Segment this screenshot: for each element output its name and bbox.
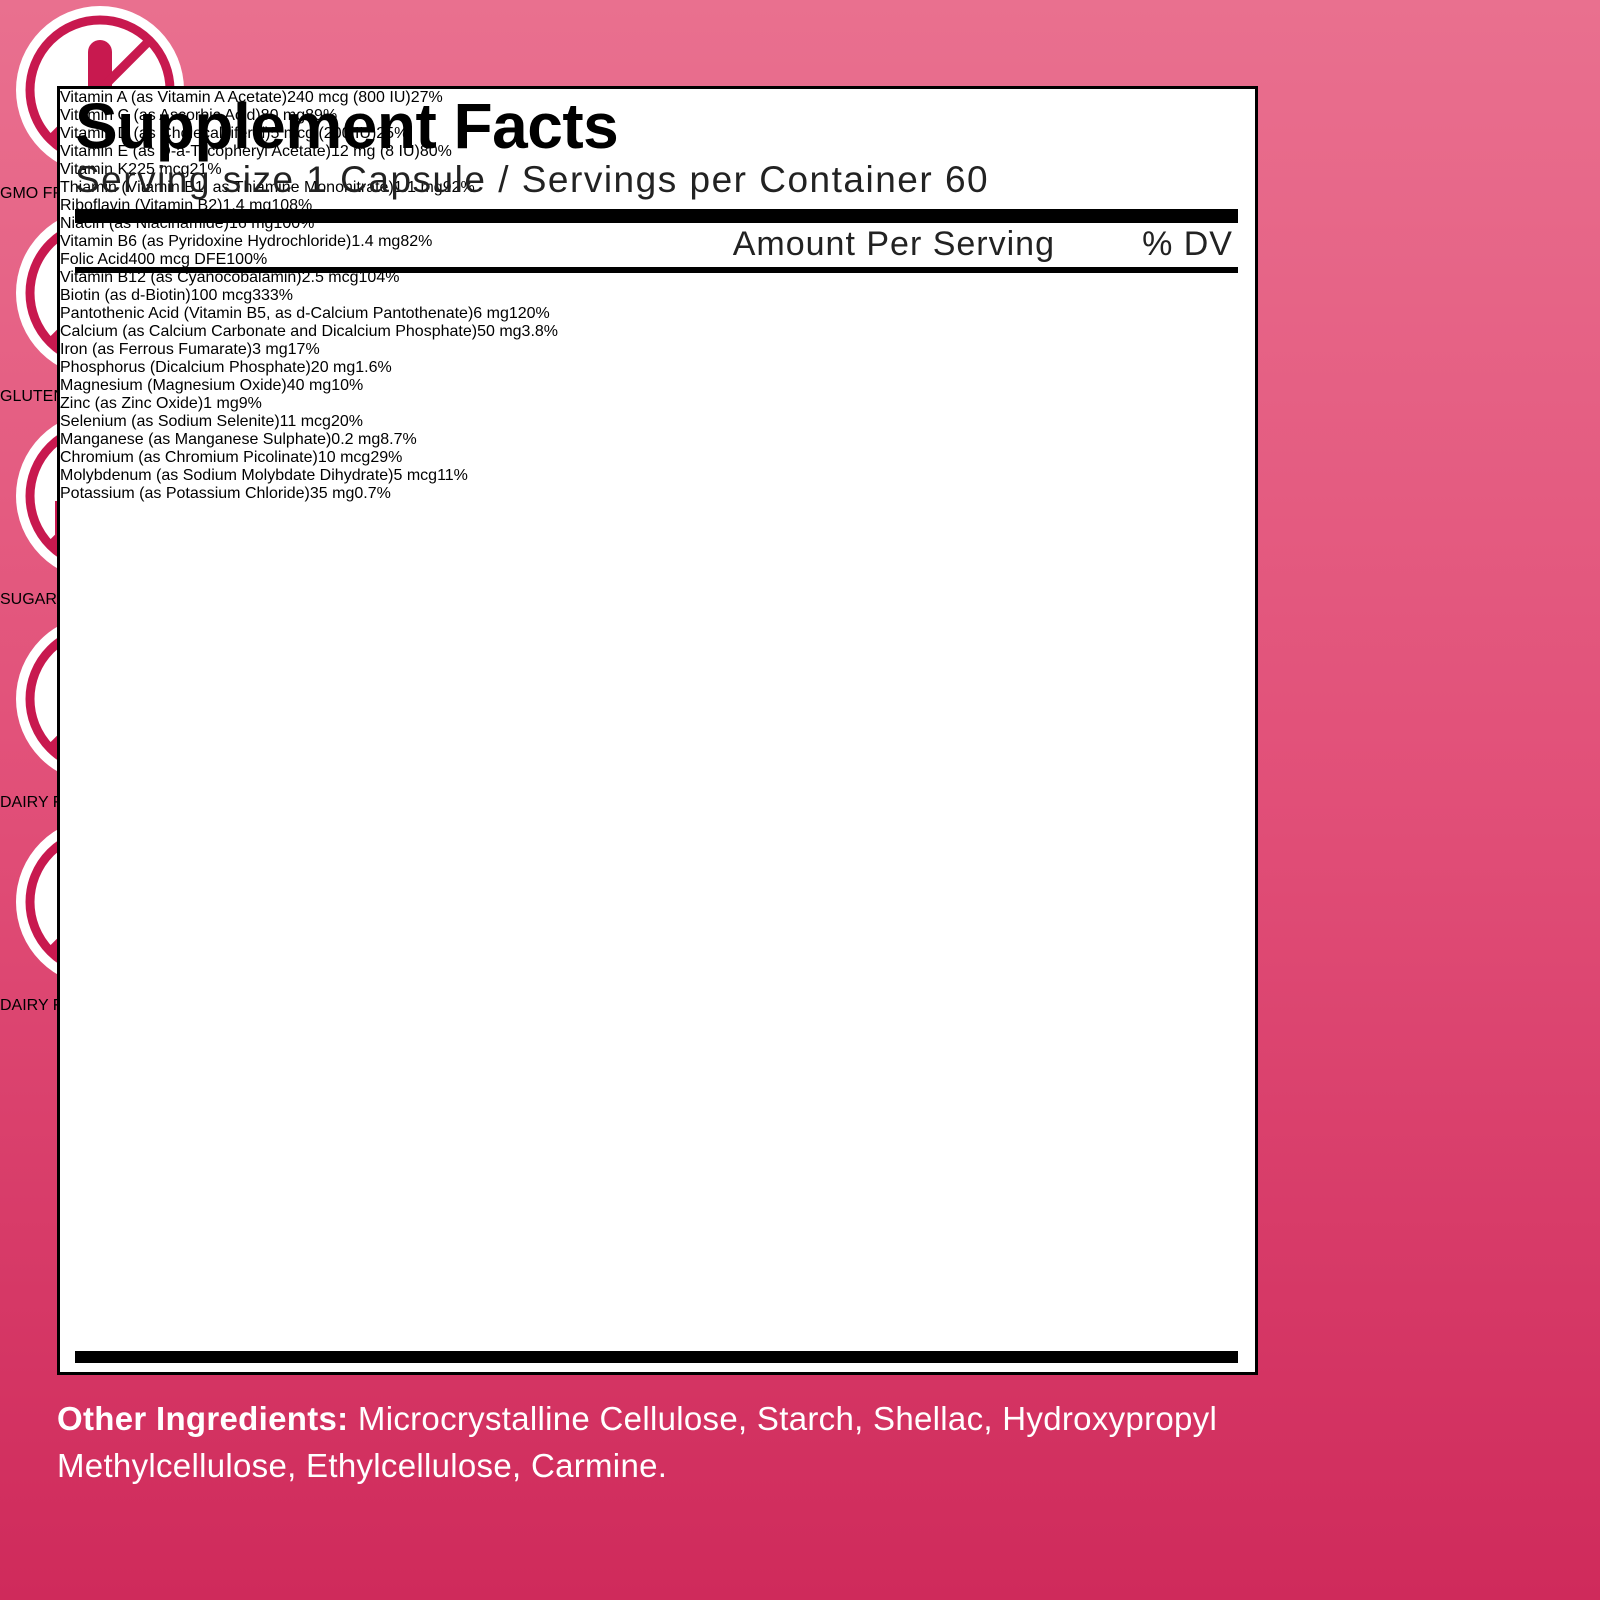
rule bbox=[75, 1351, 1238, 1363]
rule bbox=[75, 209, 1238, 223]
amount: 3 mg bbox=[252, 341, 288, 358]
row: Chromium (as Chromium Picolinate)10 mcg2… bbox=[60, 449, 1255, 467]
amount: 6 mg bbox=[473, 305, 509, 322]
row: Vitamin A (as Vitamin A Acetate)240 mcg … bbox=[60, 89, 1255, 107]
row: Iron (as Ferrous Fumarate)3 mg17% bbox=[60, 341, 1255, 359]
amount: 50 mg bbox=[477, 323, 522, 340]
nutrient: Molybdenum (as Sodium Molybdate Dihydrat… bbox=[60, 467, 394, 484]
nutrient: Calcium (as Calcium Carbonate and Dicalc… bbox=[60, 323, 478, 340]
amount-header: Amount Per Serving bbox=[732, 225, 1055, 263]
daily-value: 120% bbox=[508, 305, 550, 322]
row: Potassium (as Potassium Chloride)35 mg0.… bbox=[60, 485, 1255, 503]
row: Vitamin E (as D-a-Tocopheryl Acetate)12 … bbox=[60, 143, 1255, 161]
nutrient: Manganese (as Manganese Sulphate) bbox=[60, 431, 332, 448]
nutrient: Selenium (as Sodium Selenite) bbox=[60, 413, 280, 430]
amount: 35 mg bbox=[309, 485, 355, 502]
title: Supplement Facts bbox=[75, 90, 619, 162]
nutrient: Vitamin D (as Cholecalciferol) bbox=[60, 125, 271, 142]
nutrient: Vitamin A (as Vitamin A Acetate) bbox=[60, 89, 288, 106]
row: Calcium (as Calcium Carbonate and Dicalc… bbox=[60, 323, 1255, 341]
other-text: Microcrystalline Cellulose, Starch, Shel… bbox=[57, 1400, 1218, 1484]
nutrient: Potassium (as Potassium Chloride) bbox=[60, 485, 310, 502]
amount: 11 mcg bbox=[279, 413, 331, 430]
daily-value: 82% bbox=[400, 233, 433, 250]
amount: 40 mg bbox=[286, 377, 332, 394]
daily-value: 11% bbox=[437, 467, 468, 484]
daily-value: 104% bbox=[358, 269, 400, 286]
row: Manganese (as Manganese Sulphate)0.2 mg8… bbox=[60, 431, 1255, 449]
amount: 5 mcg (200 IU) bbox=[270, 125, 377, 142]
other-label: Other Ingredients: bbox=[57, 1400, 349, 1437]
amount: 20 mg bbox=[310, 359, 356, 376]
nutrient: Vitamin E (as D-a-Tocopheryl Acetate) bbox=[60, 143, 331, 160]
amount: 2.5 mcg bbox=[301, 269, 359, 286]
row: Zinc (as Zinc Oxide)1 mg9% bbox=[60, 395, 1255, 413]
daily-value: 89% bbox=[305, 107, 338, 124]
daily-value: 333% bbox=[252, 287, 294, 304]
daily-value: 3.8% bbox=[521, 323, 559, 340]
amount: 400 mcg DFE bbox=[128, 251, 227, 268]
amount: 12 mg (8 IU) bbox=[330, 143, 420, 160]
nutrient: Biotin (as d-Biotin) bbox=[60, 287, 191, 304]
daily-value: 0.7% bbox=[354, 485, 391, 502]
rows: Vitamin A (as Vitamin A Acetate)240 mcg … bbox=[60, 89, 1255, 503]
nutrient: Thiamin (Vitamin B1, as Thiamine Mononit… bbox=[60, 179, 394, 196]
amount: 80 mg bbox=[260, 107, 306, 124]
amount: 1.1 mg bbox=[393, 179, 443, 196]
amount: 1 mg bbox=[203, 395, 239, 412]
nutrient: Folic Acid bbox=[60, 251, 129, 268]
nutrient: Magnesium (Magnesium Oxide) bbox=[60, 377, 287, 394]
daily-value: 8.7% bbox=[380, 431, 417, 448]
row: Folic Acid400 mcg DFE100% bbox=[60, 251, 1255, 269]
daily-value: 10% bbox=[331, 377, 364, 394]
nutrient: Pantothenic Acid (Vitamin B5, as d-Calci… bbox=[60, 305, 474, 322]
facts-panel: Supplement Facts Serving size 1 Capsule … bbox=[57, 86, 1258, 1375]
nutrient: Vitamin B6 (as Pyridoxine Hydrochloride) bbox=[60, 233, 352, 250]
nutrient: Zinc (as Zinc Oxide) bbox=[60, 395, 204, 412]
nutrient: Phosphorus (Dicalcium Phosphate) bbox=[60, 359, 311, 376]
daily-value: 1.6% bbox=[355, 359, 392, 376]
nutrient: Vitamin B12 (as Cyanocobalamin) bbox=[60, 269, 302, 286]
amount: 10 mcg bbox=[317, 449, 371, 466]
daily-value: 21% bbox=[189, 161, 222, 178]
dv-header: % DV bbox=[1142, 225, 1233, 263]
other-ingredients: Other Ingredients: Microcrystalline Cell… bbox=[57, 1395, 1277, 1489]
row: Magnesium (Magnesium Oxide)40 mg10% bbox=[60, 377, 1255, 395]
amount: 100 mcg bbox=[190, 287, 253, 304]
row: Vitamin B12 (as Cyanocobalamin)2.5 mcg10… bbox=[60, 269, 1255, 287]
daily-value: 29% bbox=[370, 449, 403, 466]
amount: 5 mcg bbox=[393, 467, 438, 484]
amount: 25 mcg bbox=[137, 161, 190, 178]
row: Selenium (as Sodium Selenite)11 mcg20% bbox=[60, 413, 1255, 431]
amount: 1.4 mg bbox=[351, 233, 401, 250]
rule bbox=[75, 267, 1238, 273]
row: Vitamin C (as Ascorbic Acid)80 mg89% bbox=[60, 107, 1255, 125]
daily-value: 9% bbox=[238, 395, 262, 412]
row: Pantothenic Acid (Vitamin B5, as d-Calci… bbox=[60, 305, 1255, 323]
daily-value: 25% bbox=[376, 125, 409, 142]
daily-value: 20% bbox=[330, 413, 363, 430]
row: Phosphorus (Dicalcium Phosphate)20 mg1.6… bbox=[60, 359, 1255, 377]
row: Vitamin D (as Cholecalciferol)5 mcg (200… bbox=[60, 125, 1255, 143]
daily-value: 100% bbox=[226, 251, 268, 268]
row: Vitamin B6 (as Pyridoxine Hydrochloride)… bbox=[60, 233, 1255, 251]
amount: 0.2 mg bbox=[331, 431, 381, 448]
row: Biotin (as d-Biotin)100 mcg333% bbox=[60, 287, 1255, 305]
amount: 240 mcg (800 IU) bbox=[287, 89, 411, 106]
row: Molybdenum (as Sodium Molybdate Dihydrat… bbox=[60, 467, 1255, 485]
nutrient: Vitamin C (as Ascorbic Acid) bbox=[60, 107, 261, 124]
daily-value: 17% bbox=[287, 341, 320, 358]
row: Vitamin K225 mcg21% bbox=[60, 161, 1255, 179]
nutrient: Iron (as Ferrous Fumarate) bbox=[60, 341, 253, 358]
serving: Serving size 1 Capsule / Servings per Co… bbox=[75, 159, 990, 200]
daily-value: 80% bbox=[419, 143, 452, 160]
nutrient: Vitamin K2 bbox=[60, 161, 138, 178]
nutrient: Chromium (as Chromium Picolinate) bbox=[60, 449, 318, 466]
daily-value: 92% bbox=[442, 179, 475, 196]
row: Thiamin (Vitamin B1, as Thiamine Mononit… bbox=[60, 179, 1255, 197]
daily-value: 27% bbox=[410, 89, 443, 106]
